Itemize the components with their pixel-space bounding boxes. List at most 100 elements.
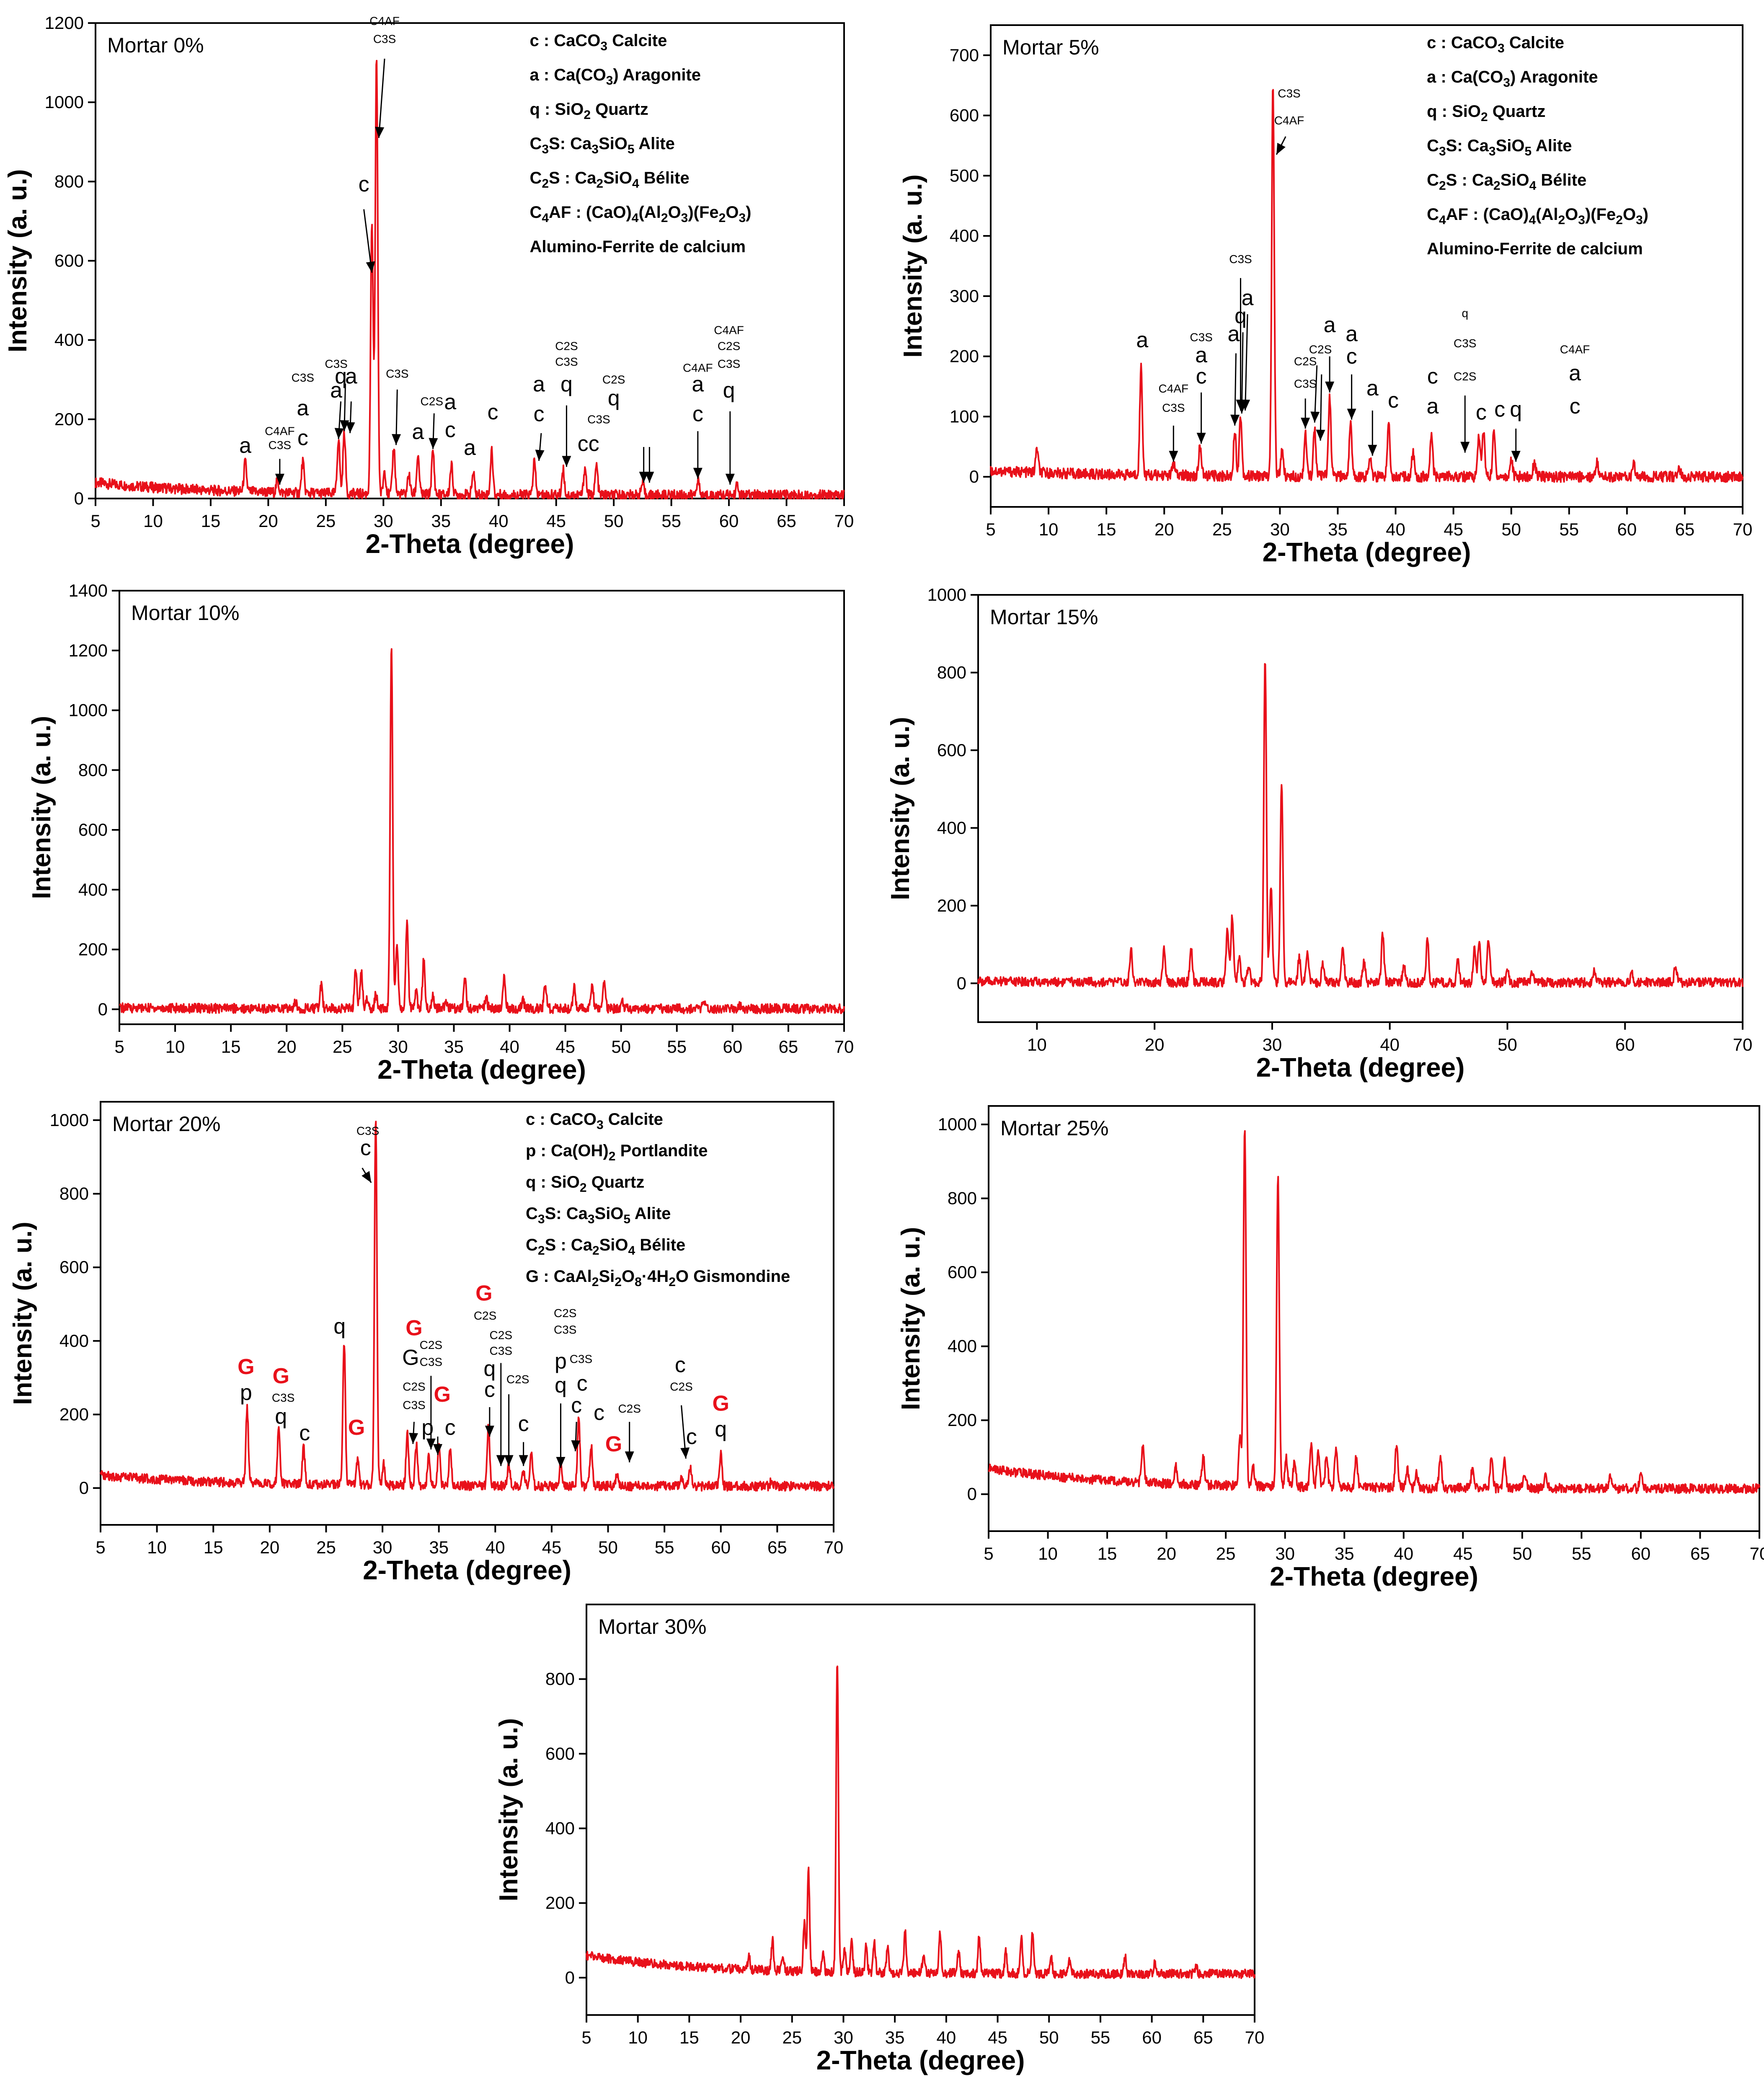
legend-text: Alumino-Ferrite de calcium [529,238,746,256]
y-tick-label: 200 [950,346,979,366]
phase-annotation: c [594,1401,604,1425]
y-tick-label: 0 [957,973,966,993]
y-tick-label: 1200 [45,13,84,33]
phase-annotation: C2S [718,339,740,352]
legend-text: q : SiO [1427,102,1481,121]
legend-subscript: 3 [1439,145,1446,158]
x-tick-label: 20 [731,2028,751,2047]
legend-text: Bélite [639,169,690,187]
panel-label: Mortar 30% [598,1615,706,1638]
x-tick-label: 5 [986,519,995,539]
legend-subscript: 4 [1439,213,1446,227]
annotation-arrowhead [571,1440,581,1452]
x-tick-label: 45 [546,511,566,531]
legend-text: S : Ca [545,1236,593,1254]
x-tick-label: 35 [885,2028,905,2047]
x-tick-label: 60 [1631,1544,1651,1563]
x-tick-label: 35 [1328,519,1348,539]
x-tick-label: 35 [431,511,451,531]
annotation-arrowhead [556,1457,566,1468]
phase-annotation: q [715,1417,727,1442]
x-tick-label: 60 [711,1537,731,1557]
x-tick-label: 15 [201,511,221,531]
phase-annotation: C3S [403,1398,425,1411]
annotation-arrowhead [1169,451,1178,462]
phase-annotation: c [571,1393,582,1418]
legend-subscript: 2 [538,1244,545,1258]
phase-annotation: C3S [356,1124,379,1137]
legend-text: Calcite [604,1110,663,1129]
phase-annotation: C3S [1278,87,1300,100]
legend-text: C [526,1236,538,1254]
x-tick-label: 10 [165,1037,185,1057]
phase-annotation: C4AF [1560,343,1590,356]
legend-entry: q : SiO2​ Quartz [526,1173,644,1195]
x-tick-label: 50 [598,1537,618,1557]
x-tick-label: 65 [767,1537,787,1557]
legend-text: C [1427,137,1439,155]
y-tick-label: 200 [948,1410,977,1430]
phase-annotation: C3S [718,357,740,370]
phase-annotation: C3S [1294,377,1317,390]
x-tick-label: 30 [1263,1035,1282,1054]
y-tick-label: 0 [79,1478,89,1498]
x-tick-label: 15 [221,1037,241,1057]
phase-annotation: q [555,1373,567,1398]
annotation-arrowhead [429,438,438,449]
x-tick-label: 50 [1498,1035,1517,1054]
phase-annotation: G [238,1355,254,1379]
legend-text: (Al [638,203,661,222]
annotation-arrowhead [1316,429,1325,441]
phase-annotation: c [1196,364,1207,388]
annotation-arrowhead [485,1426,494,1437]
phase-annotation: G [713,1392,729,1416]
annotation-arrowhead [1241,399,1250,411]
y-tick-label: 400 [950,226,979,245]
y-tick-label: 0 [565,1968,575,1987]
phase-annotation: C2S [1294,355,1317,368]
annotation-arrow [378,59,385,138]
phase-annotation: C3S [269,439,291,452]
x-tick-label: 25 [782,2028,802,2047]
phase-annotation: q [483,1356,496,1381]
legend-text: Alite [1532,137,1572,155]
phase-annotation: a [444,390,456,414]
phase-annotation: C3S [373,32,396,45]
legend-text: )(Fe [1585,205,1616,224]
legend-text: SiO [603,169,632,187]
legend-text: SiO [1496,137,1525,155]
legend-text: c : CaCO [526,1110,597,1129]
annotation-arrowhead [625,1451,634,1462]
legend-subscript: 2 [584,108,591,122]
phase-annotation: C3S [272,1391,294,1404]
plot-frame [977,594,1743,1023]
annotation-arrowhead [504,1455,514,1466]
legend-text: SiO [595,1204,624,1223]
xrd-trace [988,1130,1760,1494]
legend-subscript: 4 [632,177,639,191]
plot-frame [990,24,1743,508]
legend-text: O [668,203,681,222]
phase-annotation: a [1426,394,1439,418]
y-axis-label: Intensity (a. u.) [896,1227,925,1410]
phase-annotation: C3S [587,413,610,426]
x-tick-label: 40 [1386,519,1405,539]
phase-annotation: C3S [1162,401,1185,414]
phase-annotation: C3S [490,1344,512,1357]
legend-entry: C2​S : Ca2​SiO4​ Bélite [1427,171,1586,193]
legend-subscript: 5 [623,1212,630,1226]
phase-annotation: C4AF [683,361,713,374]
phase-annotation: c [487,400,498,424]
x-tick-label: 70 [1733,1035,1753,1054]
x-tick-label: 40 [500,1037,519,1057]
x-tick-label: 30 [834,2028,853,2047]
legend-text: Quartz [591,100,648,119]
phase-annotation: C2S [555,339,578,352]
legend-text: Calcite [1505,34,1564,52]
legend-entry: p : Ca(OH)2​ Portlandite [526,1142,708,1163]
x-axis-label: 2-Theta (degree) [1256,1052,1465,1082]
y-axis-label: Intensity (a. u.) [899,174,927,357]
x-tick-label: 20 [258,511,278,531]
y-tick-label: 400 [948,1336,977,1356]
annotation-arrowhead [519,1455,528,1466]
